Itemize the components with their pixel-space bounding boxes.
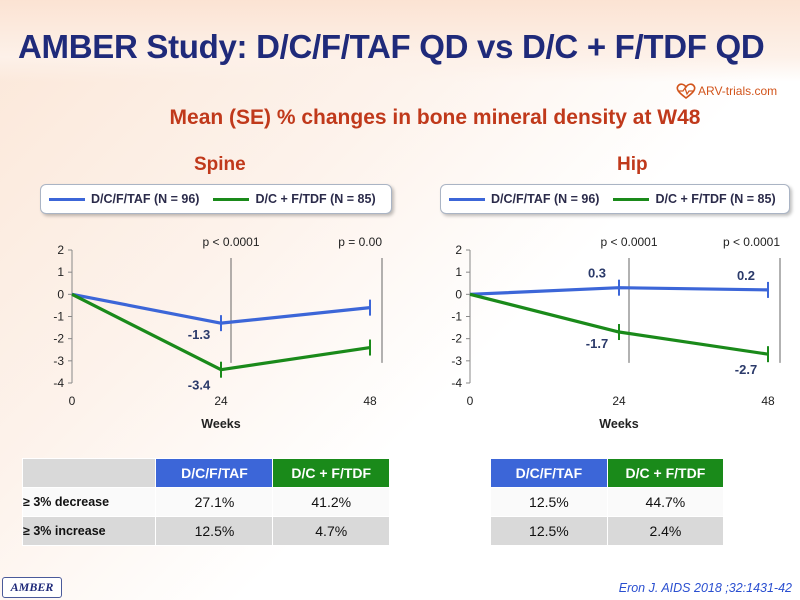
table-cell: 41.2% <box>272 487 390 517</box>
citation: Eron J. AIDS 2018 ;32:1431-42 <box>618 581 792 595</box>
table-row: 12.5% 2.4% <box>490 516 725 546</box>
y-tick-label: 0 <box>455 287 462 301</box>
y-tick-label: -2 <box>451 332 462 346</box>
data-label: -2.7 <box>735 362 757 377</box>
row-label-decrease: ≥ 3% decrease <box>21 487 157 517</box>
legend-label-taf: D/C/F/TAF (N = 96) <box>91 192 200 206</box>
y-tick-label: -4 <box>451 376 462 390</box>
legend-swatch-green <box>613 197 650 201</box>
x-tick-label: 48 <box>761 394 775 408</box>
legend-entry-tdf: D/C + F/TDF (N = 85) <box>613 192 776 206</box>
pvalue-label: p = 0.00 <box>338 235 382 249</box>
amber-badge: AMBER <box>2 577 62 598</box>
y-tick-label: -2 <box>53 332 64 346</box>
hip-stats-table: D/C/F/TAF D/C + F/TDF 12.5% 44.7% 12.5% … <box>490 458 725 546</box>
data-label: 0.2 <box>737 268 755 283</box>
y-tick-label: -3 <box>451 354 462 368</box>
heart-logo-icon <box>676 83 696 100</box>
legend-entry-taf: D/C/F/TAF (N = 96) <box>49 192 199 206</box>
y-tick-label: 2 <box>455 243 462 257</box>
logo-text: ARV-trials.com <box>698 84 778 98</box>
legend-entry-tdf: D/C + F/TDF (N = 85) <box>213 192 376 206</box>
data-label: -1.3 <box>188 327 210 342</box>
y-tick-label: 2 <box>57 243 64 257</box>
x-tick-label: 24 <box>214 394 228 408</box>
table-row: ≥ 3% increase 12.5% 4.7% <box>21 516 390 546</box>
table-header-row: D/C/F/TAF D/C + F/TDF <box>21 458 390 488</box>
table-cell: 27.1% <box>155 487 274 517</box>
legend-swatch-green <box>213 197 250 201</box>
y-tick-label: -1 <box>451 310 462 324</box>
y-tick-label: -1 <box>53 310 64 324</box>
legend-swatch-blue <box>449 197 485 201</box>
table-corner-cell <box>21 458 157 488</box>
table-header-tdf: D/C + F/TDF <box>272 458 390 488</box>
table-row: 12.5% 44.7% <box>490 487 725 517</box>
y-tick-label: -4 <box>53 376 64 390</box>
legend-label-tdf: D/C + F/TDF (N = 85) <box>655 192 776 206</box>
spine-stats-table: D/C/F/TAF D/C + F/TDF ≥ 3% decrease 27.1… <box>21 458 390 546</box>
table-cell: 4.7% <box>272 516 390 546</box>
legend-label-tdf: D/C + F/TDF (N = 85) <box>255 192 376 206</box>
page-title: AMBER Study: D/C/F/TAF QD vs D/C + F/TDF… <box>18 28 765 65</box>
arv-trials-logo: ARV-trials.com <box>676 80 788 102</box>
table-header-taf: D/C/F/TAF <box>490 458 608 488</box>
table-cell: 12.5% <box>490 487 608 517</box>
x-tick-label: 0 <box>69 394 76 408</box>
legend-swatch-blue <box>49 197 85 201</box>
x-tick-label: 24 <box>612 394 626 408</box>
table-cell: 12.5% <box>155 516 274 546</box>
x-tick-label: 48 <box>363 394 377 408</box>
hip-chart: 2 1 0 -1 -2 -3 -4 0 24 48 Weeks p < 0.0001 p < 0.000… <box>451 235 781 431</box>
y-tick-label: -3 <box>53 354 64 368</box>
row-label-increase: ≥ 3% increase <box>21 516 157 546</box>
table-header-row: D/C/F/TAF D/C + F/TDF <box>490 458 725 488</box>
table-cell: 2.4% <box>606 516 725 546</box>
pvalue-label: p < 0.0001 <box>202 235 259 249</box>
table-header-tdf: D/C + F/TDF <box>606 458 725 488</box>
x-axis-label: Weeks <box>201 417 240 431</box>
data-label: -3.4 <box>188 378 211 393</box>
y-tick-label: 1 <box>57 265 64 279</box>
header-background <box>0 0 800 82</box>
pvalue-label: p < 0.0001 <box>723 235 780 249</box>
y-tick-label: 0 <box>57 287 64 301</box>
table-cell: 12.5% <box>490 516 608 546</box>
spine-legend: D/C/F/TAF (N = 96) D/C + F/TDF (N = 85) <box>40 184 392 214</box>
x-tick-label: 0 <box>467 394 474 408</box>
table-cell: 44.7% <box>606 487 725 517</box>
spine-panel-title: Spine <box>194 154 246 175</box>
legend-entry-taf: D/C/F/TAF (N = 96) <box>449 192 599 206</box>
slide-subtitle: Mean (SE) % changes in bone mineral dens… <box>169 106 701 129</box>
y-tick-label: 1 <box>455 265 462 279</box>
data-label: -1.7 <box>586 336 608 351</box>
data-label: 0.3 <box>588 266 606 281</box>
legend-label-taf: D/C/F/TAF (N = 96) <box>491 192 600 206</box>
hip-panel-title: Hip <box>617 154 648 175</box>
table-row: ≥ 3% decrease 27.1% 41.2% <box>21 487 390 517</box>
spine-chart: 2 1 0 -1 -2 -3 -4 0 24 48 Weeks p < 0.0001 p = 0.00 -… <box>53 235 383 431</box>
table-header-taf: D/C/F/TAF <box>155 458 274 488</box>
x-axis-label: Weeks <box>599 417 638 431</box>
pvalue-label: p < 0.0001 <box>600 235 657 249</box>
hip-legend: D/C/F/TAF (N = 96) D/C + F/TDF (N = 85) <box>440 184 790 214</box>
